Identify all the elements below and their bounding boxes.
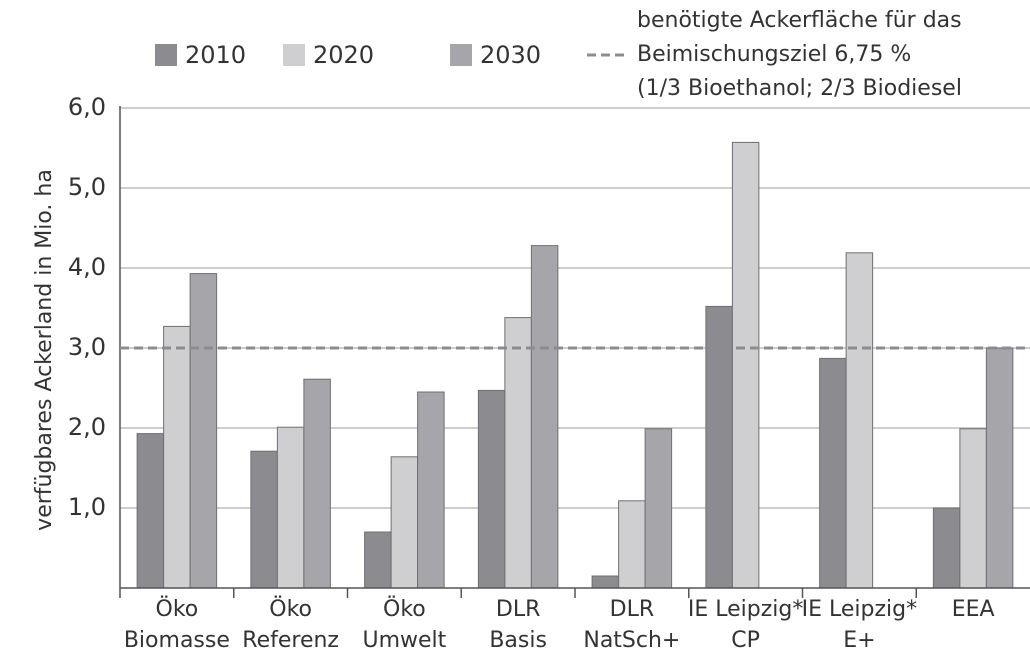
legend-label: 2010 <box>185 41 246 69</box>
bar <box>163 325 191 589</box>
bar <box>591 575 620 589</box>
x-tick-label: EEA <box>952 597 995 622</box>
bar <box>530 245 559 589</box>
x-tick-label: Öko <box>383 596 426 622</box>
legend-swatch <box>283 44 305 66</box>
bar <box>417 391 445 589</box>
bar <box>618 500 646 589</box>
x-tick-label: Öko <box>156 596 199 622</box>
legend-reference-label: (1/3 Bioethanol; 2/3 Biodiesel <box>637 76 962 101</box>
y-tick-label: 4,0 <box>68 253 106 281</box>
x-tick-label: IE Leipzig* <box>802 597 918 622</box>
bar <box>504 317 532 589</box>
x-tick-label: Basis <box>489 628 547 653</box>
bar <box>644 428 673 589</box>
y-tick-label: 3,0 <box>68 333 106 361</box>
bar <box>731 141 760 589</box>
bar <box>932 507 961 589</box>
bar <box>364 531 392 589</box>
y-tick-label: 1,0 <box>68 493 106 521</box>
x-tick-label: CP <box>731 628 760 653</box>
legend-label: 2030 <box>480 41 541 69</box>
x-tick-label: Öko <box>269 596 312 622</box>
legend-label: 2020 <box>313 41 374 69</box>
x-tick-label: IE Leipzig* <box>688 597 804 622</box>
bar <box>985 347 1014 589</box>
y-tick-label: 5,0 <box>68 173 106 201</box>
bar <box>136 433 165 589</box>
bar <box>276 426 305 589</box>
bar <box>189 273 218 589</box>
y-tick-label: 6,0 <box>68 93 106 121</box>
x-tick-label: Biomasse <box>124 628 230 653</box>
x-tick-label: DLR <box>610 597 654 622</box>
x-tick-label: DLR <box>496 597 540 622</box>
bar <box>845 252 874 589</box>
bar <box>250 450 278 589</box>
y-tick-label: 2,0 <box>68 413 106 441</box>
bar <box>390 456 419 589</box>
legend-reference-label: Beimischungsziel 6,75 % <box>637 42 911 67</box>
bar <box>303 378 331 589</box>
legend-swatch <box>450 44 472 66</box>
legend-reference-label: benötigte Ackerfläche für das <box>637 8 962 33</box>
bar <box>959 428 987 589</box>
bar <box>477 389 506 589</box>
bar <box>819 357 847 589</box>
legend-swatch <box>155 44 177 66</box>
x-tick-label: Referenz <box>242 628 339 653</box>
x-tick-label: Umwelt <box>362 628 446 653</box>
x-tick-label: NatSch+ <box>583 628 680 653</box>
x-tick-label: E+ <box>843 628 875 653</box>
y-axis-label: verfügbares Ackerland in Mio. ha <box>32 169 57 531</box>
